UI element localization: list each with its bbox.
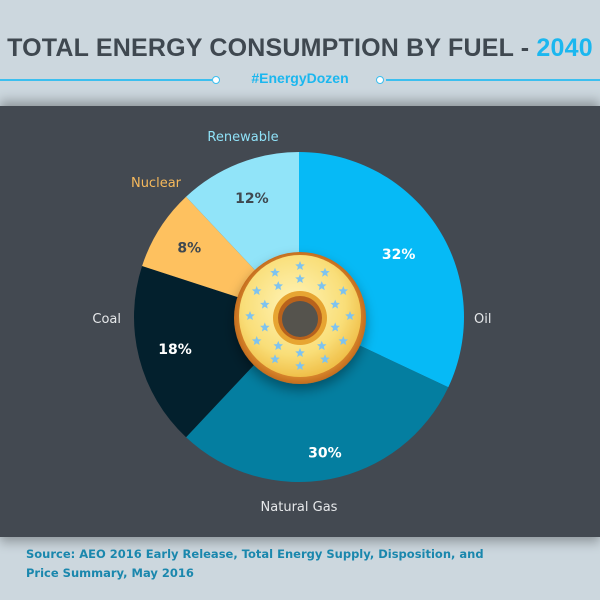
sprinkle-star-icon (273, 281, 283, 291)
sprinkle-star-icon (270, 354, 280, 364)
sprinkle-star-icon (338, 286, 349, 295)
slice-category-label: Natural Gas (261, 500, 338, 515)
hashtag: #EnergyDozen (251, 70, 349, 86)
sprinkle-star-icon (330, 322, 340, 332)
slice-category-label: Coal (92, 312, 121, 327)
slice-value-label: 8% (177, 240, 201, 256)
sprinkle-star-icon (273, 340, 283, 350)
sprinkle-star-icon (330, 299, 340, 309)
sprinkle-star-icon (260, 322, 270, 332)
slice-category-label: Oil (474, 312, 491, 327)
divider-dot-left (212, 76, 220, 84)
pie-slice-natural-gas (186, 317, 449, 482)
slice-category-label: Renewable (207, 130, 278, 145)
sprinkle-star-icon (270, 267, 280, 277)
pie-labels: 32% Oil 30% Natural Gas 18% Coal 8% Nuclear 12% R… (92, 130, 491, 515)
sprinkle-star-icon (295, 361, 305, 370)
page-title: TOTAL ENERGY CONSUMPTION BY FUEL - 2040 (0, 34, 600, 63)
slice-category-label: Nuclear (131, 176, 182, 191)
divider-dot-right (376, 76, 384, 84)
sprinkle-star-icon (345, 311, 355, 320)
divider-line-right (386, 79, 600, 81)
slice-value-label: 32% (382, 247, 416, 263)
sprinkle-star-icon (245, 311, 255, 320)
sprinkle-star-icon (295, 261, 305, 270)
sprinkle-star-icon (320, 354, 330, 364)
sprinkle-star-icon (317, 340, 327, 350)
sprinkle-star-icon (295, 348, 305, 357)
slice-value-label: 18% (158, 342, 192, 358)
slice-value-label: 12% (235, 191, 269, 207)
sprinkle-star-icon (251, 286, 262, 295)
divider-line-left (0, 79, 212, 81)
source-note: Source: AEO 2016 Early Release, Total En… (26, 547, 484, 580)
sprinkle-star-icon (260, 299, 270, 309)
sprinkle-star-icon (338, 336, 349, 345)
sprinkle-star-icon (251, 336, 262, 345)
title-main: TOTAL ENERGY CONSUMPTION BY FUEL - (7, 34, 537, 62)
sprinkle-star-icon (295, 274, 305, 283)
sprinkle-star-icon (320, 267, 330, 277)
donut-icon (234, 252, 366, 384)
slice-value-label: 30% (308, 446, 342, 462)
sprinkle-star-icon (317, 281, 327, 291)
title-year: 2040 (536, 34, 593, 62)
